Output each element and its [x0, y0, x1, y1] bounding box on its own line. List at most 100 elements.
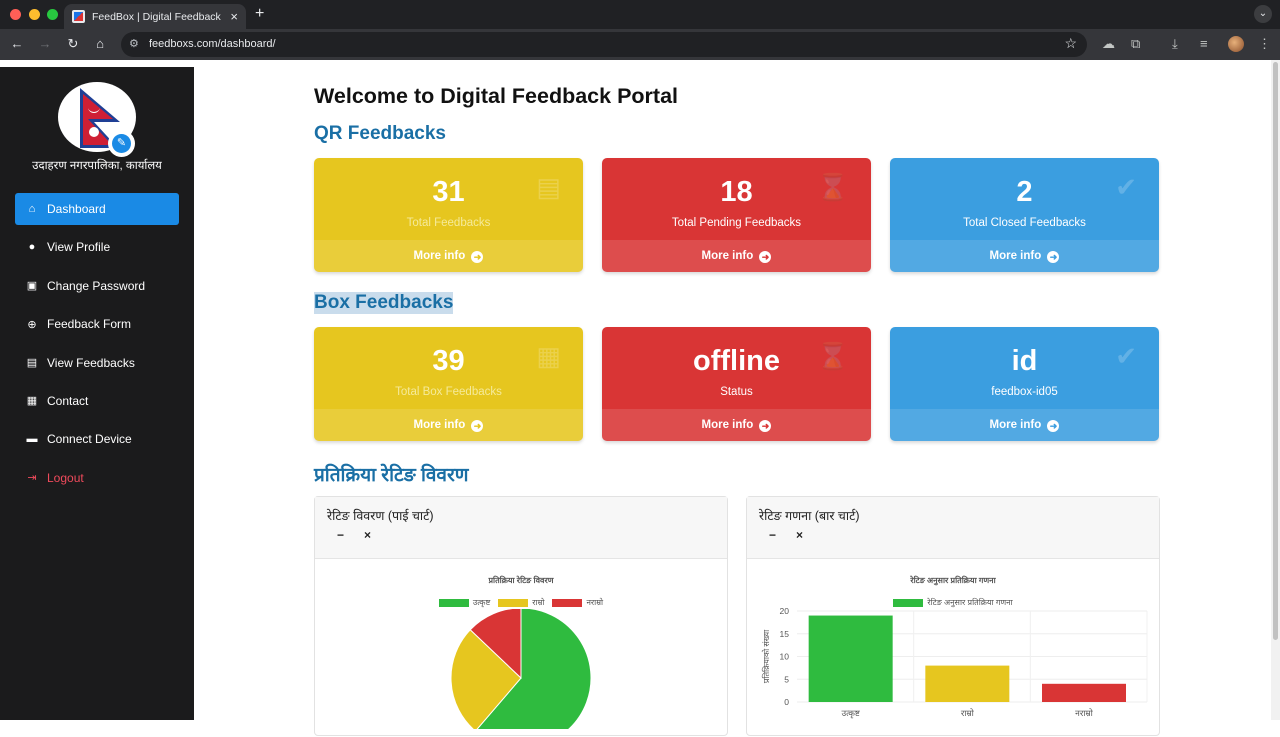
closed-feedbacks-card: ✔ 2 Total Closed Feedbacks More info ➜	[890, 158, 1159, 272]
x-tick-label: उत्कृष्ट	[841, 708, 860, 719]
more-info-label: More info	[413, 419, 466, 431]
plus-circle-icon: ⊕	[27, 318, 37, 331]
sidebar-item-logout[interactable]: ⇥ Logout	[15, 462, 179, 494]
forward-icon[interactable]: →	[38, 36, 52, 51]
chart-legend: उत्कृष्ट राम्रो नराम्रो	[315, 597, 727, 608]
contact-card-icon: ▦	[26, 395, 38, 408]
reading-list-icon[interactable]: ≡	[1200, 36, 1208, 51]
close-button[interactable]: ×	[796, 528, 804, 542]
more-info-link[interactable]: More info ➜	[890, 240, 1159, 272]
y-axis-label: प्रतिक्रियाको संख्या	[761, 629, 771, 683]
sidebar-item-change-password[interactable]: ▣ Change Password	[15, 270, 179, 302]
more-info-label: More info	[989, 250, 1042, 262]
sidebar-item-label: View Feedbacks	[47, 355, 135, 370]
arrow-circle-right-icon: ➜	[1047, 251, 1060, 263]
sidebar-item-view-feedbacks[interactable]: ▤ View Feedbacks	[15, 347, 179, 379]
sidebar-item-label: Contact	[47, 393, 89, 408]
site-favicon-icon	[72, 10, 85, 23]
sidebar-item-feedback-form[interactable]: ⊕ Feedback Form	[15, 308, 179, 340]
more-info-link[interactable]: More info ➜	[602, 240, 871, 272]
extensions-icon[interactable]: ⧉	[1131, 36, 1141, 51]
close-button[interactable]: ×	[364, 528, 372, 542]
nepal-flag-logo	[58, 82, 136, 152]
sidebar-item-label: Connect Device	[47, 432, 132, 447]
more-info-link[interactable]: More info ➜	[314, 409, 583, 441]
pie-slice[interactable]	[469, 609, 522, 680]
legend-item[interactable]: रेटिङ अनुसार प्रतिक्रिया गणना	[893, 597, 1013, 608]
bar[interactable]	[925, 665, 1010, 702]
minimize-button[interactable]: −	[769, 528, 777, 542]
more-info-label: More info	[701, 419, 754, 431]
cloud-icon[interactable]: ☁	[1102, 36, 1115, 51]
page-scrollbar[interactable]	[1271, 60, 1280, 720]
tab-search-icon[interactable]: ⌄	[1254, 5, 1272, 23]
site-info-icon[interactable]: ⚙	[129, 38, 139, 50]
panel-tools: − ×	[337, 528, 371, 542]
x-tick-label: राम्रो	[961, 708, 975, 718]
tab-title: FeedBox | Digital Feedback Box	[92, 10, 223, 23]
card-label: Total Feedbacks	[406, 217, 491, 229]
address-bar[interactable]: ⚙ feedboxs.com/dashboard/ ☆	[121, 32, 1087, 57]
bookmark-star-icon[interactable]: ☆	[1064, 35, 1077, 51]
edit-profile-badge[interactable]: ✎	[108, 130, 135, 157]
browser-tab[interactable]: FeedBox | Digital Feedback Box ×	[64, 4, 246, 29]
legend-item[interactable]: राम्रो	[498, 597, 544, 608]
y-tick-label: 5	[784, 674, 789, 684]
check-circle-icon: ✔	[1115, 341, 1137, 371]
minimize-button[interactable]: −	[337, 528, 345, 542]
bar[interactable]	[808, 615, 893, 702]
archive-icon: ▬	[26, 433, 38, 446]
close-window-button[interactable]	[10, 9, 21, 20]
sidebar-nav: ⌂ Dashboard ● View Profile ▣ Change Pass…	[15, 193, 179, 500]
new-tab-icon[interactable]: +	[255, 5, 265, 22]
reload-icon[interactable]: ↻	[67, 36, 79, 51]
total-box-feedbacks-card: ▦ 39 Total Box Feedbacks More info ➜	[314, 327, 583, 441]
card-value: id	[1011, 345, 1038, 377]
legend-item[interactable]: उत्कृष्ट	[438, 597, 490, 608]
sidebar: ✎ उदाहरण नगरपालिका, कार्यालय ⌂ Dashboard…	[0, 67, 194, 720]
menu-icon[interactable]: ⋮	[1258, 36, 1271, 51]
close-tab-icon[interactable]: ×	[230, 9, 238, 24]
chart-title: प्रतिक्रिया रेटिङ विवरण	[488, 576, 554, 585]
card-value: offline	[693, 345, 780, 377]
more-info-link[interactable]: More info ➜	[602, 409, 871, 441]
panel-title: रेटिङ विवरण (पाई चार्ट)	[327, 509, 434, 523]
sidebar-item-view-profile[interactable]: ● View Profile	[15, 231, 179, 263]
card-value: 39	[432, 345, 465, 377]
back-icon[interactable]: ←	[10, 36, 24, 51]
sidebar-item-connect-device[interactable]: ▬ Connect Device	[15, 423, 179, 455]
card-value: 31	[432, 176, 465, 208]
legend-item[interactable]: नराम्रो	[552, 597, 603, 608]
arrow-circle-right-icon: ➜	[471, 420, 484, 432]
arrow-circle-right-icon: ➜	[471, 251, 484, 263]
card-label: Status	[720, 386, 753, 398]
qr-section-heading: QR Feedbacks	[314, 123, 446, 144]
scrollbar-thumb[interactable]	[1273, 62, 1278, 640]
pending-feedbacks-card: ⌛ 18 Total Pending Feedbacks More info ➜	[602, 158, 871, 272]
sidebar-item-contact[interactable]: ▦ Contact	[15, 385, 179, 417]
bar[interactable]	[1042, 683, 1126, 702]
profile-avatar[interactable]	[1228, 36, 1244, 52]
arrow-circle-right-icon: ➜	[759, 420, 772, 432]
organization-name: उदाहरण नगरपालिका, कार्यालय	[32, 160, 162, 172]
box-icon: ▦	[536, 341, 561, 371]
sidebar-item-label: Feedback Form	[47, 317, 132, 332]
legend-label: नराम्रो	[586, 598, 604, 607]
download-icon[interactable]: ⤓	[1172, 36, 1178, 51]
arrow-circle-right-icon: ➜	[1047, 420, 1060, 432]
home-icon[interactable]: ⌂	[96, 36, 104, 51]
minimize-window-button[interactable]	[29, 9, 40, 20]
more-info-link[interactable]: More info ➜	[890, 409, 1159, 441]
card-label: feedbox-id05	[991, 386, 1058, 398]
home-icon: ⌂	[28, 203, 36, 215]
logout-icon: ⇥	[27, 472, 37, 485]
card-value: 18	[720, 176, 753, 208]
sidebar-item-label: Dashboard	[47, 202, 106, 216]
sidebar-item-dashboard[interactable]: ⌂ Dashboard	[15, 193, 179, 225]
more-info-link[interactable]: More info ➜	[314, 240, 583, 272]
arrow-circle-right-icon: ➜	[759, 251, 772, 263]
edit-icon: ✎	[112, 134, 131, 153]
maximize-window-button[interactable]	[47, 9, 58, 20]
pie-slice[interactable]	[475, 609, 592, 729]
pie-chart-panel: रेटिङ विवरण (पाई चार्ट) − × प्रतिक्रिया …	[314, 496, 728, 736]
